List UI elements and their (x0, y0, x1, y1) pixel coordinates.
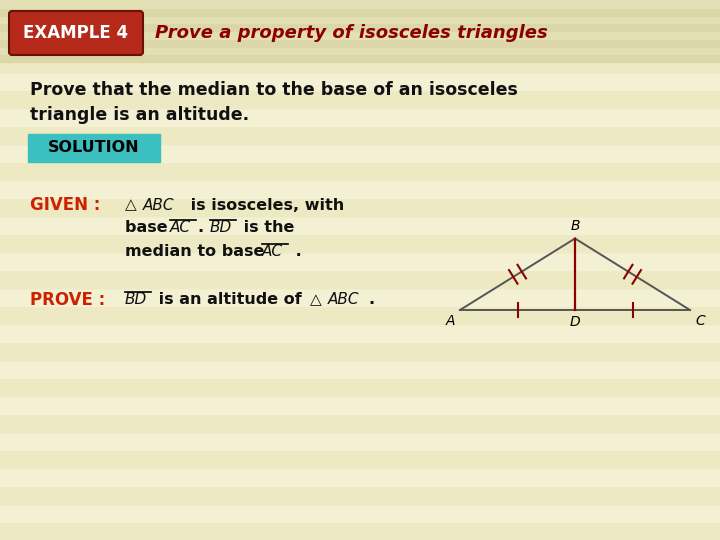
Bar (0, 126, 720, 144)
Bar (0, 39, 720, 46)
Bar (0, 180, 720, 198)
Text: base: base (125, 220, 174, 235)
Bar (0, 90, 720, 108)
Bar (0, 216, 720, 234)
Text: .: . (198, 220, 210, 235)
Bar (0, 108, 720, 126)
Bar (0, 324, 720, 342)
Bar (0, 36, 720, 54)
Text: Prove that the median to the base of an isosceles: Prove that the median to the base of an … (30, 81, 518, 99)
Bar (0, 378, 720, 396)
Text: C: C (695, 314, 705, 328)
Bar (0, 450, 720, 468)
Bar (0, 468, 720, 486)
Text: median to base: median to base (125, 245, 270, 260)
Text: is isosceles, with: is isosceles, with (185, 198, 344, 213)
Text: Prove a property of isosceles triangles: Prove a property of isosceles triangles (155, 24, 548, 42)
Bar (0, 72, 720, 90)
Text: A: A (445, 314, 455, 328)
Bar (0, 360, 720, 378)
Bar (0, 432, 720, 450)
Bar (0, 504, 720, 522)
Bar (0, 54, 720, 62)
Text: is an altitude of: is an altitude of (153, 293, 307, 307)
Text: △: △ (125, 198, 137, 213)
Bar (0, 0, 720, 8)
Bar (0, 234, 720, 252)
Text: triangle is an altitude.: triangle is an altitude. (30, 106, 249, 124)
Text: SOLUTION: SOLUTION (48, 140, 140, 156)
Text: PROVE :: PROVE : (30, 291, 105, 309)
Bar (0, 414, 720, 432)
Text: GIVEN :: GIVEN : (30, 196, 100, 214)
Bar (0, 198, 720, 216)
Bar (0, 342, 720, 360)
Text: .: . (290, 245, 302, 260)
Text: AC: AC (170, 220, 191, 235)
Bar (0, 270, 720, 288)
Bar (0, 306, 720, 324)
Text: B: B (570, 219, 580, 233)
Text: BD: BD (125, 293, 148, 307)
Text: D: D (570, 315, 580, 329)
Text: BD: BD (210, 220, 233, 235)
Text: ABC: ABC (143, 198, 174, 213)
FancyBboxPatch shape (9, 11, 143, 55)
Bar (0, 486, 720, 504)
Text: .: . (368, 293, 374, 307)
Text: ABC: ABC (328, 293, 359, 307)
Bar (0, 0, 720, 18)
Bar (0, 46, 720, 54)
Bar (0, 522, 720, 540)
Bar (0, 288, 720, 306)
Text: AC: AC (262, 245, 283, 260)
Bar (0, 252, 720, 270)
Text: △: △ (310, 293, 322, 307)
Bar (0, 396, 720, 414)
Bar (0, 23, 720, 31)
Text: is the: is the (238, 220, 294, 235)
Bar (0, 162, 720, 180)
Bar (0, 16, 720, 23)
Bar (0, 144, 720, 162)
Bar (0, 31, 720, 39)
Bar (0, 18, 720, 36)
Bar (0, 8, 720, 16)
Bar (0, 54, 720, 72)
Text: EXAMPLE 4: EXAMPLE 4 (24, 24, 129, 42)
Bar (28, 134, 160, 162)
